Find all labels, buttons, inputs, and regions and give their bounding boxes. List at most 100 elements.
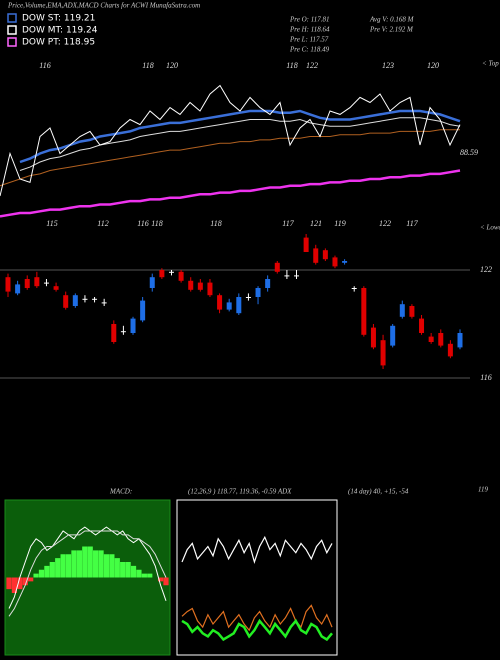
candle-body: [370, 327, 376, 348]
candle-body: [178, 271, 184, 281]
candle-body: [390, 325, 396, 346]
candle-body: [34, 277, 40, 287]
top-marker: < Top: [482, 60, 499, 68]
candle-body: [149, 277, 155, 288]
adx-panel: [176, 499, 338, 656]
macd-hist: [49, 562, 55, 578]
macd-hist: [28, 577, 34, 582]
y-tick-label: 122: [480, 265, 492, 274]
macd-hist: [60, 554, 66, 578]
trough-label: 117: [406, 219, 418, 228]
macd-hist: [11, 577, 18, 593]
candle-body: [43, 282, 49, 284]
candle-body: [15, 284, 21, 294]
macd-hist: [157, 577, 164, 582]
candle-body: [111, 324, 117, 342]
candle-body: [168, 271, 174, 273]
line-0: [0, 84, 461, 197]
candle-body: [457, 333, 463, 348]
trough-label: 118: [210, 219, 221, 228]
candle-body: [159, 270, 165, 278]
end-label: 88.59: [460, 148, 478, 157]
line-4: [0, 169, 461, 218]
macd-hist: [120, 562, 126, 578]
adx-line: [181, 535, 333, 565]
candle-body: [82, 298, 88, 300]
peak-label: 120: [166, 61, 178, 70]
candle-body: [294, 275, 300, 277]
candle-body: [274, 262, 280, 272]
macd-title: MACD:: [109, 488, 132, 496]
trough-label: 119: [334, 219, 345, 228]
candle-body: [255, 288, 261, 297]
candle-body: [72, 295, 78, 306]
peak-label: 122: [306, 61, 318, 70]
candle-body: [399, 304, 405, 317]
adx-line: [181, 618, 333, 642]
macd-line: [8, 530, 167, 617]
trough-label: 118: [151, 219, 162, 228]
candle-body: [419, 318, 425, 333]
line-2: [19, 117, 461, 171]
macd-params: (12,26,9 ) 118.77, 119.36, -0.59 ADX: [188, 488, 292, 496]
peak-label: 118: [142, 61, 153, 70]
candle-body: [303, 237, 309, 252]
macd-hist: [98, 550, 104, 578]
stat: Pre C: 118.49: [289, 46, 330, 54]
candle-body: [265, 279, 271, 288]
candle-body: [236, 297, 242, 314]
legend-label: DOW PT: 118.95: [22, 38, 95, 48]
y-tick-label: 116: [480, 373, 491, 382]
page-title: Price,Volume,EMA,ADX,MACD Charts for ACW…: [7, 2, 200, 10]
line-3: [0, 129, 460, 187]
macd-hist: [163, 577, 169, 586]
macd-hist: [109, 554, 115, 578]
trough-label: 116: [137, 219, 148, 228]
bottom-marker: < Lower: [480, 224, 500, 232]
macd-hist: [33, 573, 39, 578]
candle-body: [5, 277, 11, 292]
candle-body: [130, 318, 136, 333]
legend-swatch: [7, 37, 17, 47]
macd-hist: [125, 562, 131, 578]
macd-hist: [130, 565, 137, 578]
candle-body: [284, 275, 290, 277]
candle-body: [322, 250, 328, 260]
adx-line: [181, 604, 333, 632]
peak-label: 123: [382, 61, 394, 70]
candle-body: [428, 336, 434, 342]
candle-body: [245, 297, 251, 298]
line-1: [19, 109, 461, 164]
adx-title: (14 day) 40, +15, -54: [348, 488, 409, 496]
candle-body: [380, 340, 386, 366]
candle-body: [197, 282, 203, 290]
peak-label: 118: [286, 61, 297, 70]
candle-body: [351, 288, 357, 289]
candle-body: [361, 288, 367, 335]
macd-hist: [17, 577, 23, 590]
candle-body: [226, 302, 232, 310]
macd-hist: [114, 558, 120, 578]
candle-body: [92, 298, 98, 300]
macd-line: [8, 526, 167, 609]
candle-body: [188, 280, 194, 290]
macd-hist: [6, 577, 12, 590]
trough-label: 115: [46, 219, 57, 228]
macd-hist: [103, 554, 110, 578]
macd-hist: [44, 565, 50, 578]
stat: Pre L: 117.57: [289, 36, 329, 44]
trough-label: 117: [282, 219, 294, 228]
candle-body: [63, 295, 69, 308]
macd-hist: [136, 569, 142, 578]
macd-hist: [147, 573, 153, 578]
macd-hist: [141, 573, 147, 578]
candle-body: [101, 302, 107, 304]
legend-label: DOW ST: 119.21: [22, 14, 95, 24]
legend-swatch: [7, 13, 17, 23]
candle-body: [313, 248, 319, 263]
candle-body: [217, 295, 223, 310]
stat: Avg V: 0.168 M: [369, 16, 415, 24]
candle-body: [140, 300, 146, 321]
side-label: 119: [478, 486, 488, 494]
candle-body: [24, 279, 30, 288]
